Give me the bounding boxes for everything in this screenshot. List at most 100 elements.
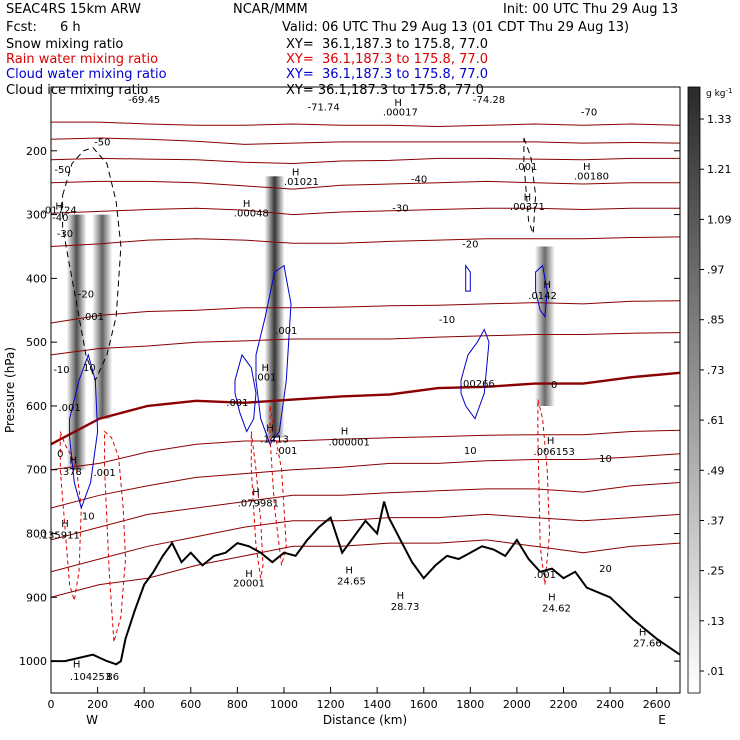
init-time: Init: 00 UTC Thu 29 Aug 13 <box>503 2 679 17</box>
x-end-label-e: E <box>658 713 666 727</box>
x-tick-label-10: 2000 <box>503 698 531 711</box>
contour-annotation-69: H <box>639 628 647 639</box>
contour-annotation-0: H <box>55 202 63 213</box>
valid-time: Valid: 06 UTC Thu 29 Aug 13 (01 CDT Thu … <box>282 20 630 35</box>
x-tick-label-13: 2600 <box>643 698 671 711</box>
contour-annotation-67: H <box>548 593 556 604</box>
field-xy-cloud-water: XY= 36.1,187.3 to 175.8, 77.0 <box>286 67 489 82</box>
x-tick-label-3: 600 <box>180 698 201 711</box>
contour-annotation-61: H <box>345 566 353 577</box>
temperature-contour-2 <box>51 157 680 165</box>
contour-annotation-52: 0 <box>551 380 557 391</box>
x-tick-label-11: 2200 <box>550 698 578 711</box>
contour-annotation-66: 20 <box>599 564 612 575</box>
y-tick-label-4: 600 <box>26 400 47 413</box>
contour-annotation-35: .001 <box>515 162 537 173</box>
x-tick-label-4: 800 <box>227 698 248 711</box>
contour-annotation-34: .00371 <box>510 202 545 213</box>
contour-annotation-62: 24.65 <box>337 577 366 588</box>
contour-annotation-49: H <box>341 427 349 438</box>
contour-annotation-64: 28.73 <box>391 602 420 613</box>
contour-annotation-30: H <box>243 199 251 210</box>
cloud-water-contour-1 <box>234 353 257 433</box>
cloud-water-contour-5 <box>535 264 548 318</box>
contour-annotation-6: -20 <box>78 290 94 301</box>
contour-annotation-51: .00266 <box>460 379 495 390</box>
y-tick-label-5: 700 <box>26 464 47 477</box>
contour-annotation-5: .001 <box>82 312 104 323</box>
contour-annotation-23: .00017 <box>383 108 418 119</box>
contour-annotation-42: .001 <box>275 326 297 337</box>
colorbar-tick-label-6: .73 <box>707 364 725 377</box>
temperature-contour-7 <box>51 332 680 356</box>
temperature-contour-11 <box>51 482 680 541</box>
contour-annotation-16: 10 <box>82 512 95 523</box>
contour-annotation-58: .079981 <box>238 499 279 510</box>
contour-annotation-1: .01724 <box>42 205 77 216</box>
contour-annotation-44: .001 <box>254 372 276 383</box>
field-label-cloud-water: Cloud water mixing ratio <box>6 67 167 82</box>
x-tick-label-1: 200 <box>87 698 108 711</box>
x-tick-label-8: 1600 <box>410 698 438 711</box>
contour-annotation-9: .001 <box>58 403 80 414</box>
contour-annotation-33: H <box>524 193 532 204</box>
contour-annotation-14: .135911 <box>39 531 80 542</box>
y-axis-label: Pressure (hPa) <box>3 347 17 433</box>
y-tick-label-1: 300 <box>26 209 47 222</box>
terrain-line <box>51 501 680 666</box>
contour-annotation-54: .006153 <box>534 447 575 458</box>
cloud-water-contour-3 <box>460 328 490 420</box>
y-tick-label-3: 500 <box>26 336 47 349</box>
colorbar-tick-label-11: 1.33 <box>707 113 732 126</box>
contour-annotation-56: 10 <box>599 454 612 465</box>
temperature-contour-1 <box>51 137 680 145</box>
contour-annotation-45: .001 <box>226 398 248 409</box>
y-tick-label-8: 1000 <box>19 655 47 668</box>
contour-annotation-21: -71.74 <box>307 103 339 114</box>
cloud-water-contour-0 <box>69 353 99 510</box>
contour-annotation-7: 10 <box>83 363 96 374</box>
contour-annotation-37: .00180 <box>574 172 609 183</box>
contour-annotation-13: H <box>61 519 69 530</box>
colorbar-tick-label-3: .37 <box>707 515 725 528</box>
colorbar-unit: g kg-1 <box>706 87 732 99</box>
snow-column-0 <box>66 214 87 470</box>
contour-annotation-10: H <box>69 455 77 466</box>
contour-annotation-38: -20 <box>462 240 478 251</box>
contour-annotation-25: -70 <box>581 108 597 119</box>
fcst-value: 6 h <box>60 20 81 35</box>
contour-annotation-18: .104253 <box>70 672 111 683</box>
temperature-contour-10 <box>51 453 680 509</box>
colorbar-tick-label-0: .01 <box>707 665 725 678</box>
contour-annotation-68: 24.62 <box>542 603 571 614</box>
temperature-contour-9 <box>51 429 680 471</box>
contour-annotation-17: H <box>73 660 81 671</box>
contour-annotation-2: -40 <box>52 213 68 224</box>
contour-annotation-22: H <box>394 98 402 109</box>
field-label-snow: Snow mixing ratio <box>6 37 124 52</box>
contour-annotation-46: H <box>266 424 274 435</box>
temperature-contour-8 <box>51 371 680 446</box>
y-tick-label-0: 200 <box>26 145 47 158</box>
contour-annotation-29: -40 <box>411 175 427 186</box>
snow-column-3 <box>534 246 555 406</box>
rain-contour-4 <box>537 399 551 585</box>
contour-annotation-50: .000001 <box>329 438 370 449</box>
colorbar-tick-label-7: .85 <box>707 314 725 327</box>
field-xy-snow: XY= 36.1,187.3 to 175.8, 77.0 <box>286 37 489 52</box>
cloud-water-contour-4 <box>465 264 471 292</box>
contour-annotation-60: 20001 <box>233 579 265 590</box>
contour-annotation-12: 0 <box>57 449 63 460</box>
contour-annotation-3: -30 <box>57 229 73 240</box>
temperature-contour-4 <box>51 207 680 216</box>
temperature-contour-5 <box>51 236 680 247</box>
colorbar-tick-label-2: .25 <box>707 565 725 578</box>
colorbar-tick-label-4: .49 <box>707 464 725 477</box>
colorbar-tick-label-10: 1.21 <box>707 163 732 176</box>
temperature-contour-0 <box>51 121 680 128</box>
x-tick-label-12: 2400 <box>596 698 624 711</box>
contour-annotation-40: .0142 <box>528 291 557 302</box>
contour-annotation-41: -10 <box>439 315 455 326</box>
x-tick-label-9: 1800 <box>456 698 484 711</box>
